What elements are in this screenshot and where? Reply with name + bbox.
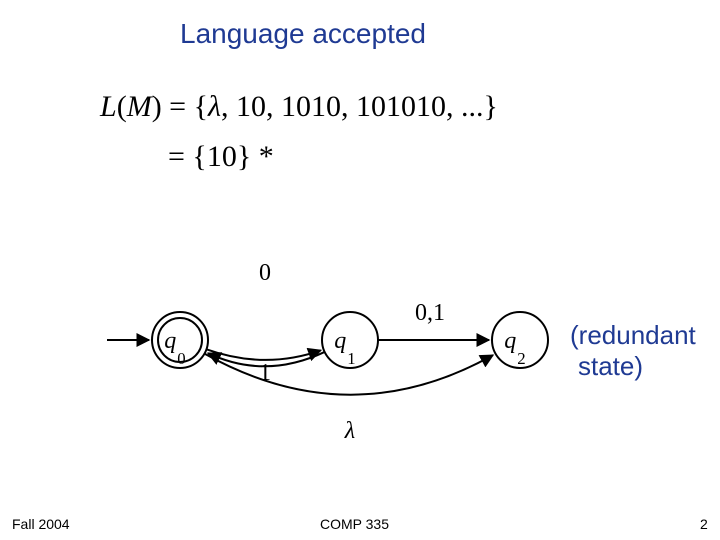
eq2-text: = {10} *: [168, 140, 274, 173]
footer-center: COMP 335: [320, 516, 389, 532]
slide-title: Language accepted: [180, 18, 426, 50]
equation-line-2: = {10} *: [168, 140, 274, 174]
automaton-diagram: 010,1λq0q1q2: [70, 240, 590, 440]
footer-right: 2: [700, 516, 708, 532]
edge-label-q1-q2: 0,1: [415, 300, 445, 326]
equation-line-1: L(M) = {λ, 10, 1010, 101010, ...}: [100, 90, 498, 124]
eq1-prefix: L(M) =: [100, 90, 194, 123]
eq1-open: {: [194, 90, 208, 123]
edge-label-q1-q0: 0: [259, 260, 271, 286]
edge-q0-q1: [206, 349, 320, 360]
edge-label-q0-q2: λ: [344, 418, 355, 440]
eq1-lambda: λ: [208, 90, 221, 123]
eq1-items: , 10, 1010, 101010, ...}: [221, 90, 498, 123]
footer-left: Fall 2004: [12, 516, 70, 532]
